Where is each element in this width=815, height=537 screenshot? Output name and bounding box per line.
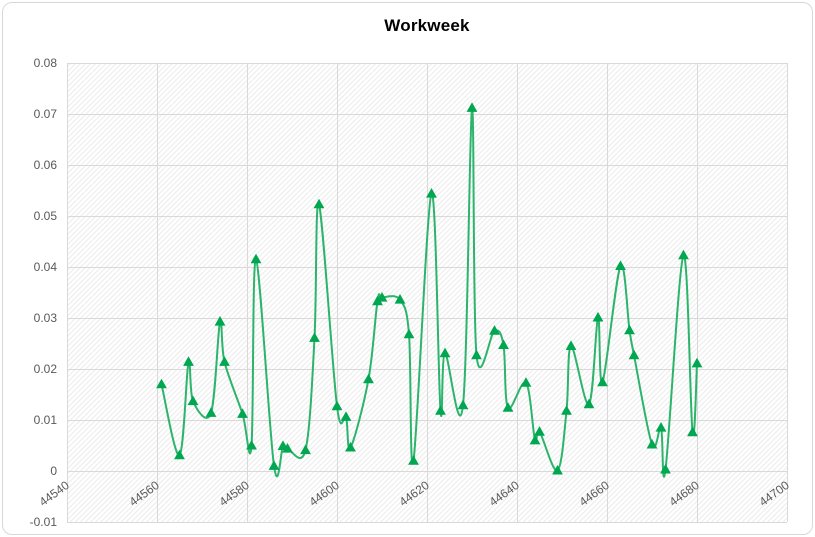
data-point-marker[interactable] bbox=[282, 443, 293, 453]
data-point-marker[interactable] bbox=[363, 373, 374, 384]
y-axis-tick-label: 0.06 bbox=[34, 158, 58, 172]
data-point-marker[interactable] bbox=[691, 357, 703, 368]
data-point-marker[interactable] bbox=[534, 426, 545, 436]
data-point-marker[interactable] bbox=[660, 463, 671, 474]
data-point-marker[interactable] bbox=[471, 349, 482, 360]
y-axis-tick-label: -0.01 bbox=[30, 515, 58, 529]
data-point-marker[interactable] bbox=[552, 464, 563, 475]
series-markers[interactable] bbox=[156, 102, 703, 475]
data-point-marker[interactable] bbox=[313, 198, 325, 209]
data-point-marker[interactable] bbox=[250, 253, 262, 264]
data-point-marker[interactable] bbox=[376, 292, 388, 302]
data-point-marker[interactable] bbox=[394, 294, 406, 304]
data-point-marker[interactable] bbox=[439, 347, 451, 358]
data-point-marker[interactable] bbox=[646, 438, 658, 449]
data-point-marker[interactable] bbox=[520, 377, 532, 387]
data-point-marker[interactable] bbox=[408, 455, 419, 465]
data-point-marker[interactable] bbox=[174, 449, 185, 460]
y-axis-tick-label: 0.04 bbox=[34, 260, 58, 274]
data-point-marker[interactable] bbox=[498, 339, 509, 349]
data-point-marker[interactable] bbox=[466, 102, 478, 112]
data-point-marker[interactable] bbox=[457, 399, 469, 410]
data-point-marker[interactable] bbox=[183, 356, 194, 366]
data-point-marker[interactable] bbox=[529, 434, 541, 445]
data-point-marker[interactable] bbox=[592, 311, 604, 322]
y-axis-tick-labels: 0.08 0.07 0.06 0.05 0.04 0.03 0.02 0.01 0 -0.01 bbox=[30, 56, 58, 529]
data-point-marker[interactable] bbox=[678, 249, 689, 260]
data-point-marker[interactable] bbox=[205, 407, 217, 417]
plot-area[interactable]: 0.08 0.07 0.06 0.05 0.04 0.03 0.02 0.01 0 -0.01 44… bbox=[3, 3, 812, 534]
data-point-marker[interactable] bbox=[403, 328, 415, 339]
data-point-marker[interactable] bbox=[237, 408, 248, 418]
data-point-marker[interactable] bbox=[187, 395, 199, 406]
data-point-marker[interactable] bbox=[435, 405, 446, 415]
data-point-marker[interactable] bbox=[624, 324, 635, 335]
data-point-marker[interactable] bbox=[565, 340, 577, 350]
data-point-marker[interactable] bbox=[268, 460, 280, 470]
y-axis-tick-label: 0.08 bbox=[34, 56, 58, 70]
y-axis-tick-label: 0 bbox=[50, 464, 57, 478]
data-point-marker[interactable] bbox=[214, 316, 226, 326]
y-axis-tick-label: 0.03 bbox=[34, 311, 58, 325]
data-point-marker[interactable] bbox=[615, 260, 626, 270]
y-axis-tick-label: 0.05 bbox=[34, 209, 58, 223]
y-axis-tick-label: 0.02 bbox=[34, 362, 58, 376]
data-point-marker[interactable] bbox=[628, 349, 640, 360]
data-point-marker[interactable] bbox=[331, 400, 343, 411]
data-point-marker[interactable] bbox=[583, 398, 595, 409]
data-point-marker[interactable] bbox=[156, 378, 167, 389]
data-point-marker[interactable] bbox=[246, 439, 257, 450]
data-point-marker[interactable] bbox=[309, 332, 320, 342]
data-point-marker[interactable] bbox=[597, 376, 608, 387]
data-point-marker[interactable] bbox=[687, 426, 698, 437]
x-axis-tick-label: 44540 bbox=[37, 478, 72, 509]
data-point-marker[interactable] bbox=[345, 441, 356, 452]
data-point-marker[interactable] bbox=[655, 422, 667, 432]
data-point-marker[interactable] bbox=[426, 188, 437, 198]
data-point-marker[interactable] bbox=[219, 356, 230, 366]
y-axis-tick-label: 0.01 bbox=[34, 413, 58, 427]
data-point-marker[interactable] bbox=[561, 405, 572, 415]
data-point-marker[interactable] bbox=[502, 402, 514, 412]
data-point-marker[interactable] bbox=[300, 444, 311, 455]
data-point-marker[interactable] bbox=[340, 411, 352, 421]
data-point-marker[interactable] bbox=[489, 325, 500, 335]
chart-title[interactable]: Workweek bbox=[384, 16, 470, 35]
y-axis-tick-label: 0.07 bbox=[34, 107, 58, 121]
